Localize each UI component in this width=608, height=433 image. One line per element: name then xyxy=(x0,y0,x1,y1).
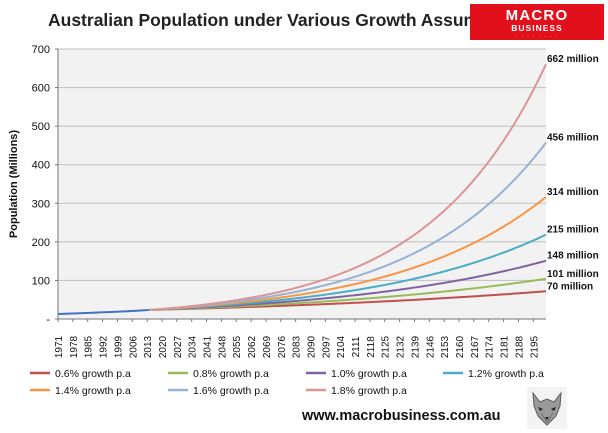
legend-label: 0.6% growth p.a xyxy=(55,368,131,380)
x-tick-label: 2188 xyxy=(514,335,525,358)
series-end-label: 662 million xyxy=(547,54,599,65)
legend-label: 1.4% growth p.a xyxy=(55,385,131,397)
legend-label: 1.0% growth p.a xyxy=(331,368,407,380)
x-tick-label: 2104 xyxy=(336,335,347,358)
legend-label: 1.2% growth p.a xyxy=(468,368,544,380)
x-tick-label: 2020 xyxy=(158,335,169,358)
series-end-label: 215 million xyxy=(547,225,599,236)
x-tick-label: 1999 xyxy=(113,335,124,358)
legend-label: 1.6% growth p.a xyxy=(193,385,269,397)
x-tick-label: 2195 xyxy=(529,335,540,358)
series-lines xyxy=(57,63,547,315)
footer-url[interactable]: www.macrobusiness.com.au xyxy=(302,408,501,424)
x-tick-label: 1985 xyxy=(84,335,95,358)
series-end-label: 101 million xyxy=(547,269,599,280)
x-tick-label: 2034 xyxy=(188,335,199,358)
x-tick-label: 2146 xyxy=(425,335,436,358)
x-tick-label: 2125 xyxy=(381,335,392,358)
x-tick-label: 2097 xyxy=(321,335,332,358)
grid-lines xyxy=(58,48,546,281)
x-tick-label: 2090 xyxy=(306,335,317,358)
x-tick-label: 2139 xyxy=(410,335,421,358)
y-tick-label: 400 xyxy=(32,160,50,172)
legend-label: 1.8% growth p.a xyxy=(331,385,407,397)
x-tick-label: 2153 xyxy=(440,335,451,358)
chart-title: Australian Population under Various Grow… xyxy=(48,10,532,30)
x-tick-label: 1971 xyxy=(54,335,65,358)
x-tick-label: 2083 xyxy=(292,335,303,358)
x-tick-label: 1978 xyxy=(69,335,80,358)
x-tick-label: 2076 xyxy=(277,335,288,358)
y-tick-label: 100 xyxy=(32,275,50,287)
historical-line xyxy=(57,308,150,315)
series-end-label: 148 million xyxy=(547,251,599,262)
x-tick-label: 2069 xyxy=(262,335,273,358)
y-axis-label: Population (Millions) xyxy=(8,130,20,238)
y-axis-ticks: - 100 200 300 400 500 600 700 xyxy=(32,44,58,326)
x-tick-label: 2160 xyxy=(455,335,466,358)
series-end-label: 456 million xyxy=(547,133,599,144)
series-line xyxy=(149,63,547,311)
logo-dots: · · · · · · · · xyxy=(515,34,559,40)
x-tick-label: 2181 xyxy=(500,335,511,358)
x-tick-label: 2006 xyxy=(128,335,139,358)
x-tick-label: 2111 xyxy=(351,336,362,357)
y-tick-label: - xyxy=(46,314,50,326)
legend: 0.6% growth p.a 0.8% growth p.a 1.0% growt… xyxy=(30,368,544,397)
macrobusiness-logo[interactable]: MACRO BUSINESS · · · · · · · · xyxy=(470,4,604,40)
x-tick-label: 2062 xyxy=(247,335,258,358)
x-tick-label: 2027 xyxy=(173,335,184,358)
series-end-label: 70 million xyxy=(547,281,593,292)
series-end-label: 314 million xyxy=(547,187,599,198)
y-tick-label: 500 xyxy=(32,121,50,133)
x-tick-label: 2041 xyxy=(203,335,214,358)
plot-area xyxy=(58,49,546,319)
x-tick-label: 2013 xyxy=(143,335,154,358)
y-tick-label: 600 xyxy=(32,83,50,95)
x-tick-label: 2055 xyxy=(232,335,243,358)
x-axis-ticks: 1971 1978 1985 1992 1999 2006 2013 2020 2027 2034… xyxy=(54,319,540,358)
x-tick-label: 2118 xyxy=(366,336,377,358)
x-tick-label: 2167 xyxy=(470,335,481,358)
y-tick-label: 300 xyxy=(32,198,50,210)
x-tick-label: 2174 xyxy=(485,335,496,358)
y-tick-label: 200 xyxy=(32,237,50,249)
x-tick-label: 2048 xyxy=(217,335,228,358)
legend-label: 0.8% growth p.a xyxy=(193,368,269,380)
logo-text-macro: MACRO xyxy=(505,7,569,24)
axes xyxy=(57,49,546,320)
wolf-icon xyxy=(527,387,567,429)
y-tick-label: 700 xyxy=(32,44,50,56)
x-tick-label: 1992 xyxy=(99,335,110,358)
logo-text-business: BUSINESS xyxy=(511,23,563,33)
x-tick-label: 2132 xyxy=(396,335,407,358)
